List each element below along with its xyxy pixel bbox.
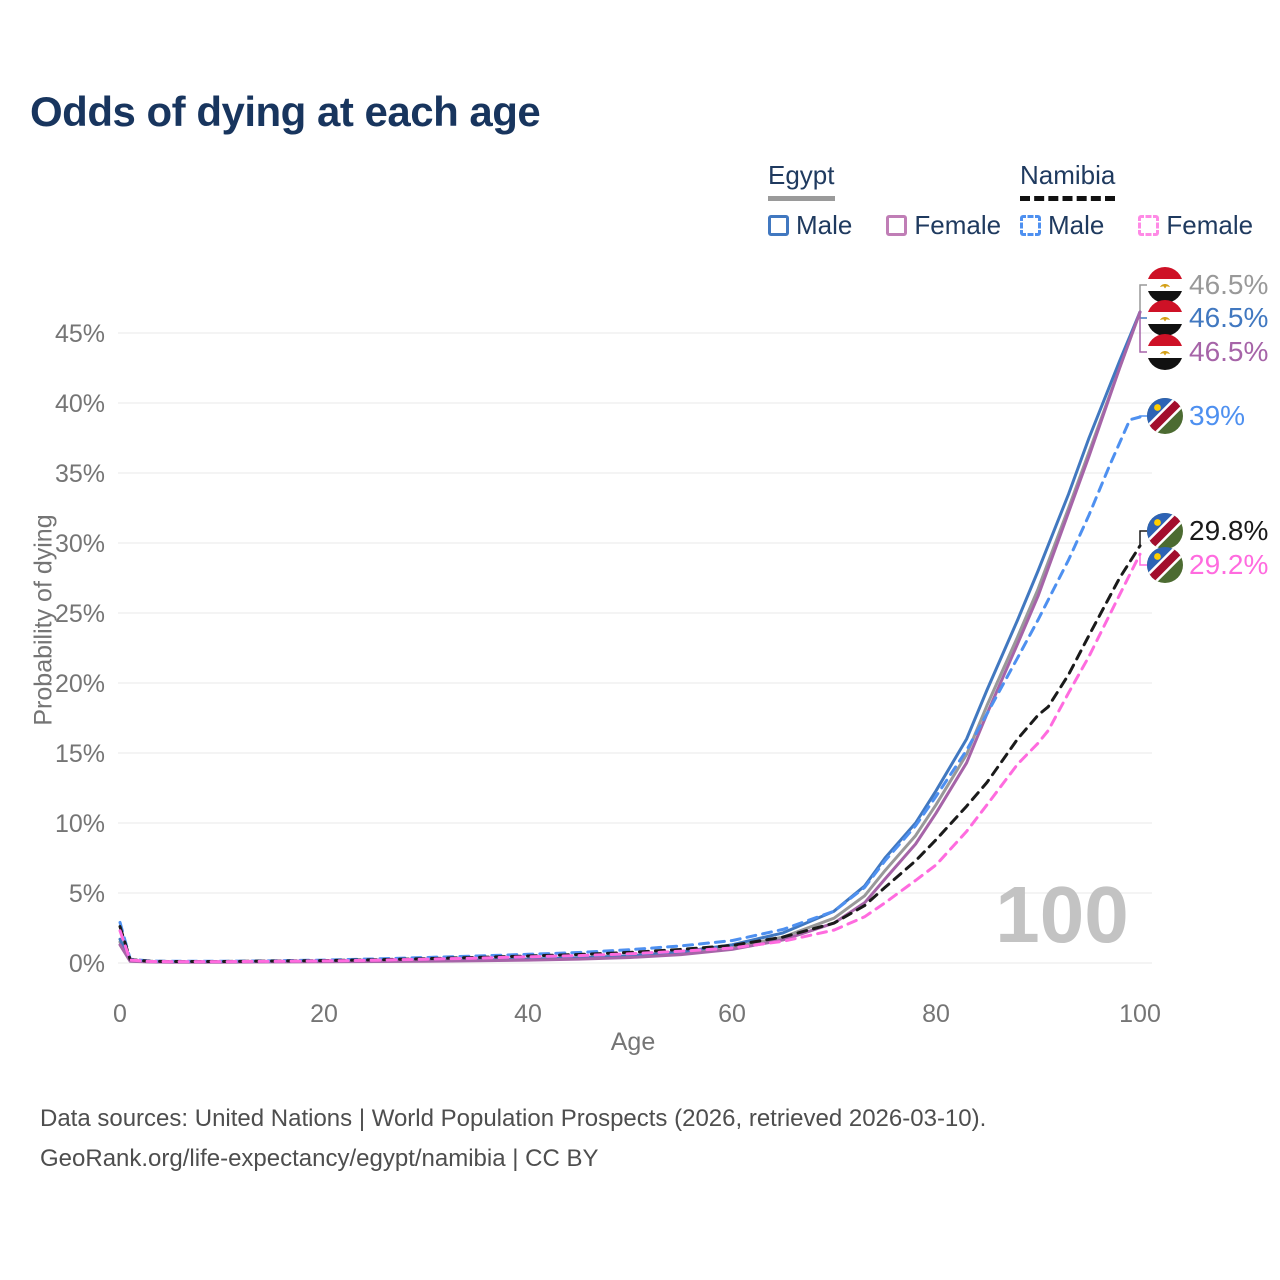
y-tick-label: 10% <box>55 810 105 838</box>
watermark: 100 <box>995 870 1128 959</box>
y-tick-label: 5% <box>69 880 105 908</box>
legend-title-namibia: Namibia <box>1020 160 1116 201</box>
end-label-namibia-male: 39% <box>1147 398 1245 434</box>
legend-item-label: Male <box>1048 210 1105 240</box>
y-tick-label: 15% <box>55 740 105 768</box>
end-label-egypt-female: 46.5% <box>1147 334 1268 370</box>
legend-item-label: Female <box>914 210 1002 240</box>
legend-item-egypt-male[interactable]: Male <box>768 210 852 241</box>
x-tick-label: 0 <box>113 1000 127 1028</box>
end-label-egypt-average: 46.5% <box>1147 267 1268 303</box>
series-line-egypt-both-sexes <box>118 310 1142 964</box>
x-tick-label: 60 <box>718 1000 746 1028</box>
x-tick-label: 40 <box>514 1000 542 1028</box>
legend-title-egypt: Egypt <box>768 160 835 201</box>
legend-group-namibia: Namibia Male Female <box>1020 160 1253 241</box>
y-tick-label: 0% <box>69 950 105 978</box>
legend-item-namibia-male[interactable]: Male <box>1020 210 1104 241</box>
end-label-egypt-male: 46.5% <box>1147 300 1268 336</box>
label-connector <box>1139 284 1147 312</box>
namibia-flag-icon <box>1147 547 1183 583</box>
page-title: Odds of dying at each age <box>30 88 541 135</box>
label-connector <box>1139 415 1147 417</box>
y-tick-label: 40% <box>55 390 105 418</box>
series-line-namibia-female <box>118 552 1142 964</box>
y-tick-label: 20% <box>55 670 105 698</box>
label-connector <box>1139 554 1147 566</box>
x-axis-title: Age <box>610 1028 656 1056</box>
series-line-egypt-female <box>118 310 1142 964</box>
legend-item-namibia-female[interactable]: Female <box>1138 210 1253 241</box>
end-label-value: 29.8% <box>1189 515 1269 546</box>
x-tick-label: 80 <box>922 1000 950 1028</box>
x-tick-label: 100 <box>1119 1000 1161 1028</box>
y-tick-label: 25% <box>55 600 105 628</box>
checkbox-icon[interactable] <box>768 215 789 236</box>
series-line-namibia-both-sexes <box>118 544 1142 963</box>
series-line-egypt-male <box>118 310 1142 964</box>
legend-item-label: Female <box>1166 210 1254 240</box>
end-label-namibia-female: 29.2% <box>1147 547 1268 583</box>
x-tick-label: 20 <box>310 1000 338 1028</box>
footer-attribution: GeoRank.org/life-expectancy/egypt/namibi… <box>40 1145 599 1172</box>
end-label-value: 46.5% <box>1189 269 1269 300</box>
egypt-flag-icon <box>1147 300 1183 336</box>
label-connector <box>1139 530 1147 546</box>
namibia-flag-icon <box>1147 513 1183 549</box>
label-connector <box>1139 312 1147 353</box>
end-label-value: 46.5% <box>1189 336 1269 367</box>
y-axis-title: Probability of dying <box>29 514 58 726</box>
egypt-flag-icon <box>1147 334 1183 370</box>
end-label-value: 29.2% <box>1189 549 1269 580</box>
end-label-value: 39% <box>1189 400 1246 431</box>
y-tick-label: 30% <box>55 530 105 558</box>
y-tick-label: 45% <box>55 320 105 348</box>
legend-item-egypt-female[interactable]: Female <box>886 210 1001 241</box>
y-tick-label: 35% <box>55 460 105 488</box>
checkbox-icon[interactable] <box>886 215 908 236</box>
end-label-value: 46.5% <box>1189 302 1269 333</box>
checkbox-icon[interactable] <box>1020 215 1041 236</box>
checkbox-icon[interactable] <box>1138 215 1160 236</box>
namibia-flag-icon <box>1147 398 1183 434</box>
end-label-namibia-average: 29.8% <box>1147 513 1268 549</box>
egypt-flag-icon <box>1147 267 1183 303</box>
legend-group-egypt: Egypt Male Female <box>768 160 1001 241</box>
footer-data-sources: Data sources: United Nations | World Pop… <box>40 1105 987 1132</box>
legend-item-label: Male <box>796 210 853 240</box>
